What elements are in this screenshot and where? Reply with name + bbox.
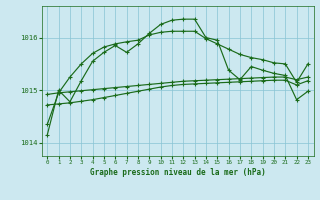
X-axis label: Graphe pression niveau de la mer (hPa): Graphe pression niveau de la mer (hPa) [90, 168, 266, 177]
